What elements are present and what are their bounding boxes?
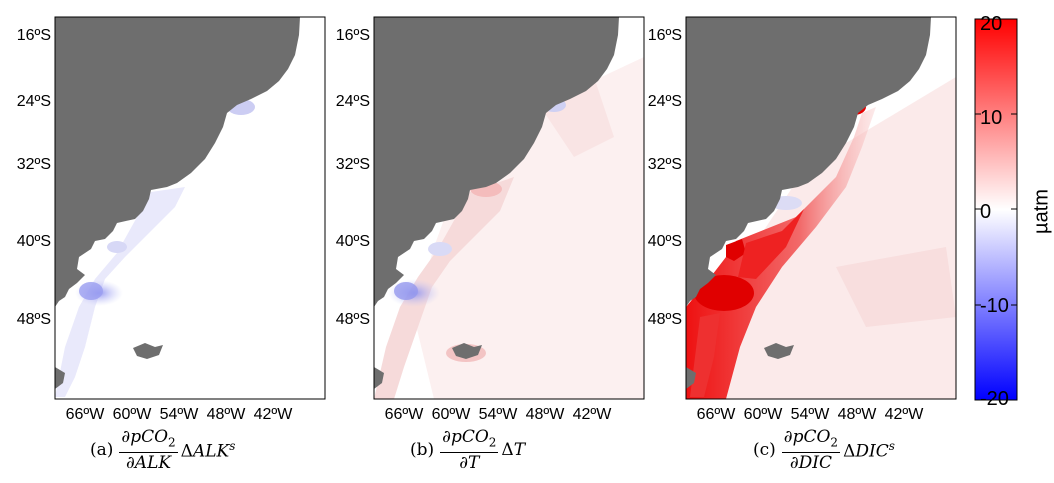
term-a-sup: s	[229, 438, 236, 453]
lon-label-c-4: 42ºW	[885, 406, 925, 423]
frame-b	[373, 16, 645, 400]
lat-label-c-1: 24ºS	[648, 93, 682, 110]
lon-label-c-1: 60ºW	[744, 406, 784, 423]
caption-c: (c) ∂pCO2 ∂DIC ΔDICs	[753, 428, 895, 472]
colorbar	[974, 18, 1018, 401]
shelf-a	[55, 187, 185, 397]
anomaly-c-3	[694, 275, 754, 311]
frame-a	[54, 16, 326, 400]
fraction-b-num-text: ∂pCO	[442, 427, 489, 447]
lat-label-c-0: 16ºS	[648, 27, 682, 44]
fraction-c-num-text: ∂pCO	[783, 427, 831, 447]
term-b: ΔT	[501, 440, 525, 460]
fraction-b: ∂pCO2 ∂T	[440, 427, 499, 474]
lat-label-b-3: 40ºS	[336, 233, 370, 250]
caption-b: (b) ∂pCO2 ∂T ΔT	[410, 428, 525, 472]
anomaly-c-2	[726, 239, 746, 261]
caption-a: (a) ∂pCO2 ∂ALK ΔALKs	[90, 428, 235, 472]
lat-label-b-2: 32ºS	[336, 156, 370, 173]
fraction-a-denominator: ∂ALK	[126, 453, 172, 474]
lat-label-a-3: 40ºS	[17, 233, 51, 250]
caption-tag-c: (c)	[753, 440, 776, 461]
lon-label-b-4: 42ºW	[573, 406, 613, 423]
frame-c	[685, 16, 957, 400]
colorbar-label-minus10: -10	[980, 295, 1009, 317]
anomaly-c-6	[690, 313, 720, 397]
fraction-a-numerator: ∂pCO2	[119, 427, 178, 454]
caption-tag-b: (b)	[410, 440, 435, 461]
lon-ticks-a: 66ºW 60ºW 54ºW 48ºW 42ºW	[66, 406, 294, 423]
anomaly-b-5	[394, 282, 418, 300]
lat-label-c-2: 32ºS	[648, 156, 682, 173]
lat-label-b-4: 48ºS	[336, 311, 370, 328]
lon-label-c-0: 66ºW	[697, 406, 737, 423]
colorbar-label-20: 20	[980, 13, 1003, 35]
fraction-c-num-sub: 2	[830, 435, 839, 450]
fraction-b-denominator: ∂T	[459, 453, 480, 474]
colorbar-units: µatm	[1030, 189, 1053, 234]
caption-tag-a: (a)	[90, 440, 114, 461]
shelf-b	[374, 177, 514, 399]
lon-label-a-1: 60ºW	[113, 406, 153, 423]
map-panel-a	[54, 16, 326, 400]
lon-ticks-b: 66ºW 60ºW 54ºW 48ºW 42ºW	[385, 406, 613, 423]
term-a-delta: Δ	[180, 441, 193, 462]
lat-label-a-2: 32ºS	[17, 156, 51, 173]
lat-label-b-1: 24ºS	[336, 93, 370, 110]
fraction-b-numerator: ∂pCO2	[440, 427, 499, 454]
fraction-c: ∂pCO2 ∂DIC	[781, 427, 841, 474]
lon-label-a-0: 66ºW	[66, 406, 106, 423]
lat-label-c-4: 48ºS	[648, 311, 682, 328]
lat-label-a-4: 48ºS	[17, 311, 51, 328]
lat-label-b-0: 16ºS	[336, 27, 370, 44]
lon-label-c-3: 48ºW	[838, 406, 878, 423]
term-b-delta: Δ	[501, 440, 514, 461]
lat-ticks-c: 16ºS 24ºS 32ºS 40ºS 48ºS	[648, 27, 682, 328]
term-c-sup: s	[888, 438, 895, 453]
map-panel-b	[373, 16, 645, 400]
anomaly-c-1	[836, 247, 956, 327]
fraction-a-num-sub: 2	[168, 435, 176, 450]
anomaly-a-4	[107, 241, 127, 253]
colorbar-label-minus20: -20	[980, 388, 1009, 410]
anomaly-c-4	[738, 209, 804, 279]
lat-label-a-0: 16ºS	[17, 27, 51, 44]
term-b-var: T	[513, 440, 526, 461]
fraction-a: ∂pCO2 ∂ALK	[119, 427, 178, 474]
lon-label-b-0: 66ºW	[385, 406, 425, 423]
map-panel-c	[685, 16, 957, 400]
anomaly-a-3	[79, 282, 103, 300]
fraction-b-num-sub: 2	[488, 435, 497, 450]
lat-ticks-a: 16ºS 24ºS 32ºS 40ºS 48ºS	[17, 27, 51, 328]
lat-ticks-b: 16ºS 24ºS 32ºS 40ºS 48ºS	[336, 27, 370, 328]
colorbar-ticks	[975, 18, 1017, 401]
term-a-var: ALK	[192, 441, 230, 462]
term-c-delta: Δ	[843, 441, 856, 462]
lon-label-c-2: 54ºW	[791, 406, 831, 423]
lon-label-b-3: 48ºW	[526, 406, 566, 423]
term-c-var: DIC	[855, 441, 889, 462]
lon-label-a-2: 54ºW	[160, 406, 200, 423]
colorbar-label-0: 0	[980, 201, 992, 223]
lon-label-a-4: 42ºW	[254, 406, 294, 423]
lon-label-b-2: 54ºW	[479, 406, 519, 423]
lat-label-c-3: 40ºS	[648, 233, 682, 250]
fraction-a-num-text: ∂pCO	[121, 427, 169, 447]
colorbar-label-10: 10	[980, 107, 1003, 129]
lon-label-b-1: 60ºW	[432, 406, 472, 423]
shelf-c	[686, 107, 876, 399]
fraction-c-numerator: ∂pCO2	[781, 427, 841, 454]
lon-label-a-3: 48ºW	[207, 406, 247, 423]
anomaly-b-6	[428, 242, 452, 256]
lon-ticks-c: 66ºW 60ºW 54ºW 48ºW 42ºW	[697, 406, 925, 423]
term-a: ΔALKs	[181, 439, 236, 462]
term-c: ΔDICs	[843, 439, 895, 462]
lat-label-a-1: 24ºS	[17, 93, 51, 110]
fraction-c-denominator: ∂DIC	[789, 453, 832, 474]
